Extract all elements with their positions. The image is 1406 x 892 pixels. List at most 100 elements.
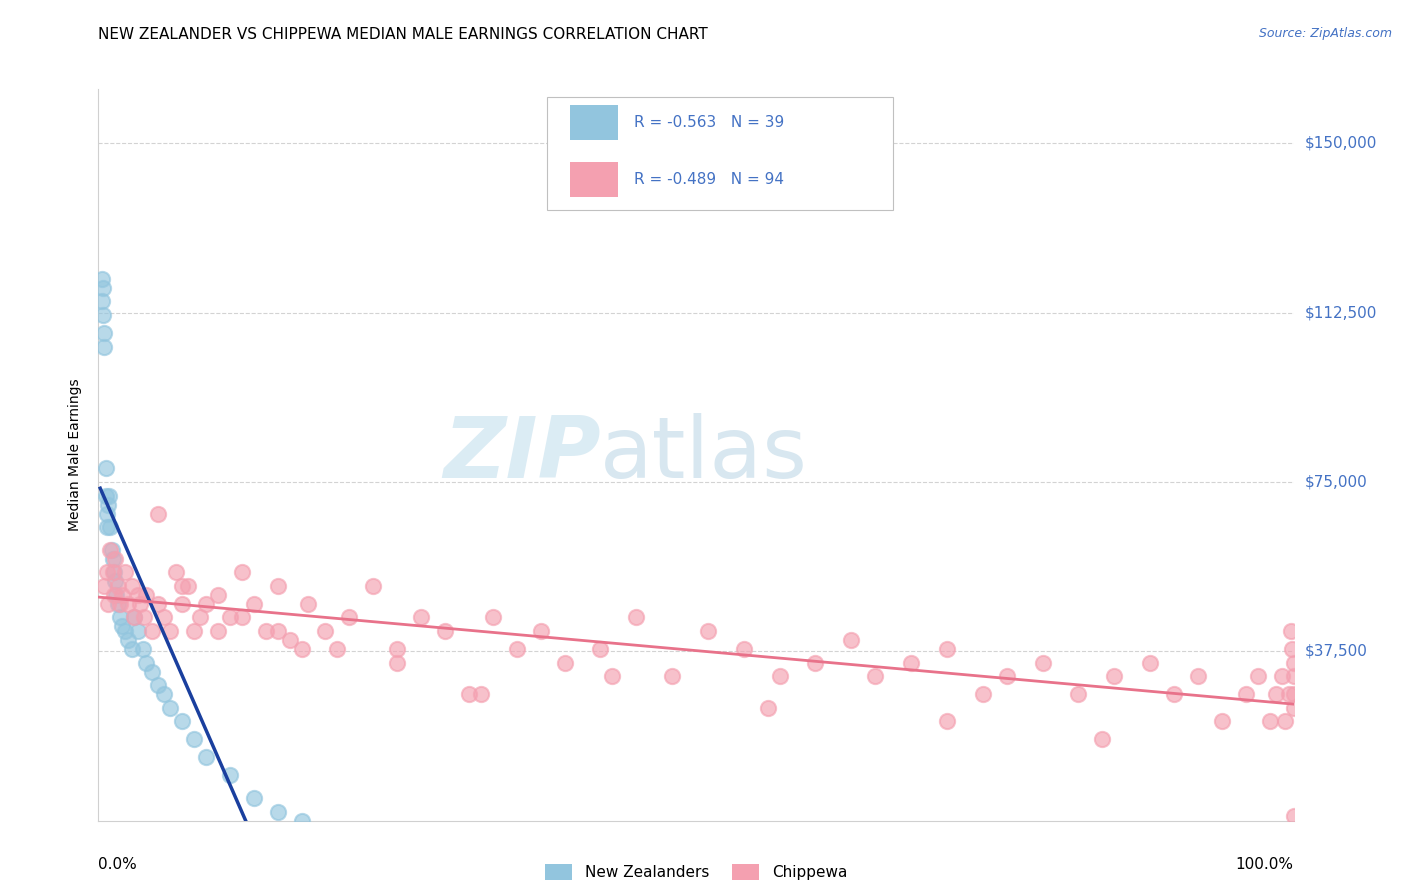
- Point: [159, 700, 181, 714]
- Point: [111, 619, 134, 633]
- Point: [231, 610, 253, 624]
- Point: [1279, 624, 1302, 638]
- Legend: New Zealanders, Chippewa: New Zealanders, Chippewa: [538, 858, 853, 886]
- Text: R = -0.489   N = 94: R = -0.489 N = 94: [634, 172, 783, 187]
- Text: 100.0%: 100.0%: [1236, 857, 1294, 872]
- Point: [1281, 642, 1303, 657]
- Point: [135, 588, 157, 602]
- Point: [105, 588, 128, 602]
- Point: [188, 610, 211, 624]
- Point: [1234, 687, 1257, 701]
- Point: [1282, 656, 1305, 670]
- Point: [900, 656, 922, 670]
- Point: [972, 687, 994, 701]
- Point: [1258, 714, 1281, 729]
- Point: [97, 597, 120, 611]
- Point: [141, 624, 163, 638]
- Point: [93, 326, 115, 340]
- Point: [267, 624, 290, 638]
- Text: NEW ZEALANDER VS CHIPPEWA MEDIAN MALE EARNINGS CORRELATION CHART: NEW ZEALANDER VS CHIPPEWA MEDIAN MALE EA…: [98, 27, 709, 42]
- Text: atlas: atlas: [600, 413, 808, 497]
- Point: [91, 272, 114, 286]
- Point: [127, 624, 149, 638]
- Point: [529, 624, 551, 638]
- Point: [1246, 669, 1268, 683]
- Point: [756, 700, 779, 714]
- Point: [315, 624, 337, 638]
- Point: [768, 669, 790, 683]
- Point: [194, 750, 217, 764]
- Point: [1278, 687, 1301, 701]
- Point: [98, 542, 122, 557]
- Point: [385, 642, 409, 657]
- Point: [1091, 732, 1114, 747]
- Point: [554, 656, 576, 670]
- Point: [183, 732, 205, 747]
- Point: [1032, 656, 1054, 670]
- Point: [600, 669, 623, 683]
- Point: [1282, 809, 1305, 823]
- Point: [135, 656, 157, 670]
- Text: $150,000: $150,000: [1305, 136, 1376, 151]
- Point: [411, 610, 433, 624]
- Point: [103, 566, 125, 580]
- Bar: [571, 105, 619, 140]
- Point: [172, 714, 194, 729]
- Point: [297, 597, 319, 611]
- Point: [165, 566, 187, 580]
- Point: [97, 498, 120, 512]
- Point: [589, 642, 612, 657]
- Point: [697, 624, 720, 638]
- Point: [1282, 700, 1305, 714]
- Point: [104, 551, 127, 566]
- Point: [219, 768, 242, 782]
- Point: [107, 597, 129, 611]
- Point: [114, 624, 136, 638]
- Point: [661, 669, 683, 683]
- Text: $37,500: $37,500: [1305, 644, 1368, 659]
- Point: [243, 791, 266, 805]
- Point: [124, 610, 146, 624]
- Bar: [571, 162, 619, 197]
- Point: [177, 579, 200, 593]
- Point: [121, 642, 143, 657]
- Point: [458, 687, 481, 701]
- Point: [1271, 669, 1294, 683]
- Text: ZIP: ZIP: [443, 413, 600, 497]
- Point: [624, 610, 647, 624]
- Point: [863, 669, 886, 683]
- Point: [129, 597, 152, 611]
- Point: [470, 687, 492, 701]
- Point: [121, 579, 143, 593]
- Point: [108, 597, 131, 611]
- Point: [108, 610, 131, 624]
- Point: [231, 566, 253, 580]
- Point: [935, 642, 957, 657]
- Text: 0.0%: 0.0%: [98, 857, 138, 872]
- Point: [839, 633, 862, 648]
- Point: [101, 566, 124, 580]
- Point: [153, 687, 176, 701]
- Y-axis label: Median Male Earnings: Median Male Earnings: [69, 378, 83, 532]
- Point: [1163, 687, 1185, 701]
- Point: [111, 588, 134, 602]
- Point: [995, 669, 1018, 683]
- Point: [1274, 714, 1296, 729]
- Point: [98, 520, 122, 534]
- Point: [733, 642, 755, 657]
- Point: [385, 656, 409, 670]
- Point: [207, 588, 229, 602]
- Point: [172, 597, 194, 611]
- Point: [326, 642, 349, 657]
- Point: [91, 308, 114, 322]
- Point: [804, 656, 827, 670]
- Point: [107, 579, 129, 593]
- Point: [433, 624, 456, 638]
- Point: [290, 814, 312, 828]
- Point: [96, 566, 118, 580]
- Point: [94, 461, 117, 475]
- Point: [1139, 656, 1161, 670]
- Point: [290, 642, 312, 657]
- Point: [267, 805, 290, 819]
- Point: [153, 610, 176, 624]
